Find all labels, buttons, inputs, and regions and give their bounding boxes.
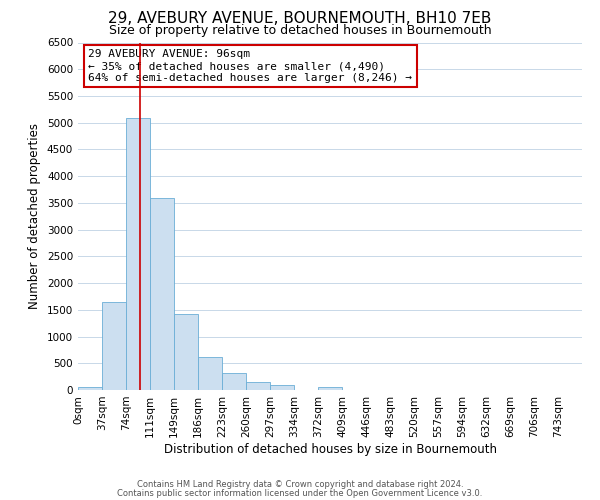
Bar [246, 382, 270, 390]
Bar [126, 118, 150, 390]
Text: Contains public sector information licensed under the Open Government Licence v3: Contains public sector information licen… [118, 489, 482, 498]
Bar [174, 314, 198, 390]
Text: Size of property relative to detached houses in Bournemouth: Size of property relative to detached ho… [109, 24, 491, 37]
Text: Contains HM Land Registry data © Crown copyright and database right 2024.: Contains HM Land Registry data © Crown c… [137, 480, 463, 489]
Bar [222, 374, 246, 390]
Y-axis label: Number of detached properties: Number of detached properties [28, 123, 41, 309]
Bar [102, 302, 126, 390]
X-axis label: Distribution of detached houses by size in Bournemouth: Distribution of detached houses by size … [163, 442, 497, 456]
Bar [150, 198, 173, 390]
Bar [270, 384, 294, 390]
Bar [78, 388, 102, 390]
Bar [319, 388, 342, 390]
Text: 29, AVEBURY AVENUE, BOURNEMOUTH, BH10 7EB: 29, AVEBURY AVENUE, BOURNEMOUTH, BH10 7E… [109, 11, 491, 26]
Bar [198, 357, 222, 390]
Text: 29 AVEBURY AVENUE: 96sqm
← 35% of detached houses are smaller (4,490)
64% of sem: 29 AVEBURY AVENUE: 96sqm ← 35% of detach… [88, 50, 412, 82]
